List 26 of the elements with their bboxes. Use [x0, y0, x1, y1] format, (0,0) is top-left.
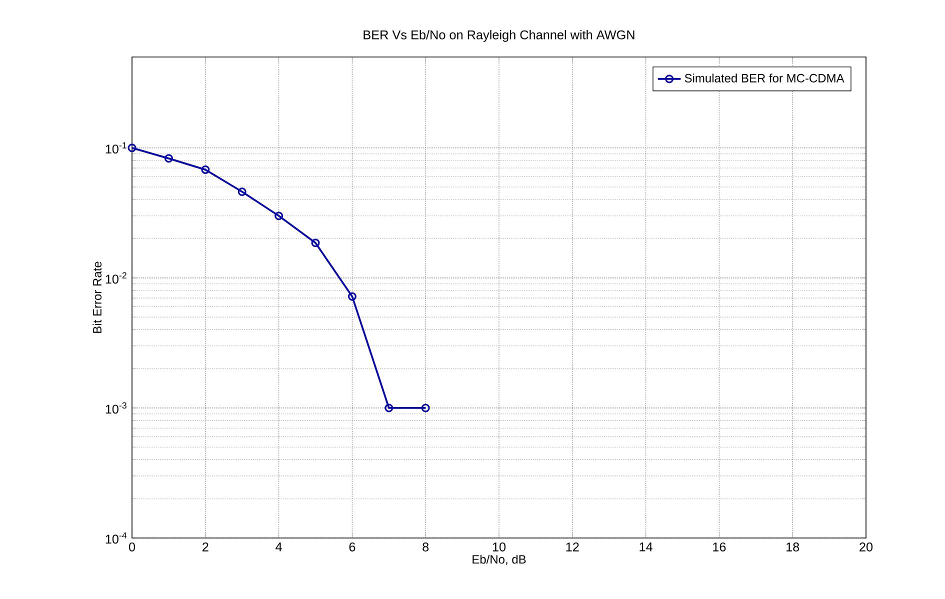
- point: [201, 165, 210, 174]
- y-tick-label: 10$^{-3}$: [106, 402, 126, 414]
- x-tick-label: 4: [276, 542, 282, 552]
- chart-title: BER Vs Eb/No on Rayleigh Channel with AWGN: [364, 30, 634, 42]
- point: [238, 187, 246, 196]
- point: [274, 212, 284, 220]
- x-tick-label: 8: [422, 542, 429, 552]
- x-tick-label: 20: [860, 542, 873, 552]
- x-axis-title: Eb/No, dB: [472, 554, 526, 566]
- y-tick-label: 10$^{-1}$: [106, 142, 126, 154]
- point: [311, 238, 320, 248]
- y-axis-title: Bit Error Rate: [92, 262, 102, 333]
- x-tick-label: 6: [349, 542, 356, 552]
- x-tick-label: 14: [640, 542, 652, 552]
- y-tick-label: 10$^{-4}$: [106, 532, 127, 544]
- x-tick-label: 18: [786, 542, 800, 552]
- y-tick-label: 10$^{-2}$: [106, 272, 126, 284]
- x-tick-label: 16: [713, 542, 726, 552]
- point: [164, 154, 173, 163]
- x-tick-label: 2: [202, 542, 208, 552]
- x-tick-label: 10: [492, 542, 506, 552]
- x-tick-label: 0: [128, 542, 136, 552]
- x-tick-label: 12: [566, 542, 579, 552]
- point: [348, 292, 356, 301]
- point: [384, 404, 394, 412]
- legend-label: Simulated BER for MC-CDMA: [684, 74, 844, 82]
